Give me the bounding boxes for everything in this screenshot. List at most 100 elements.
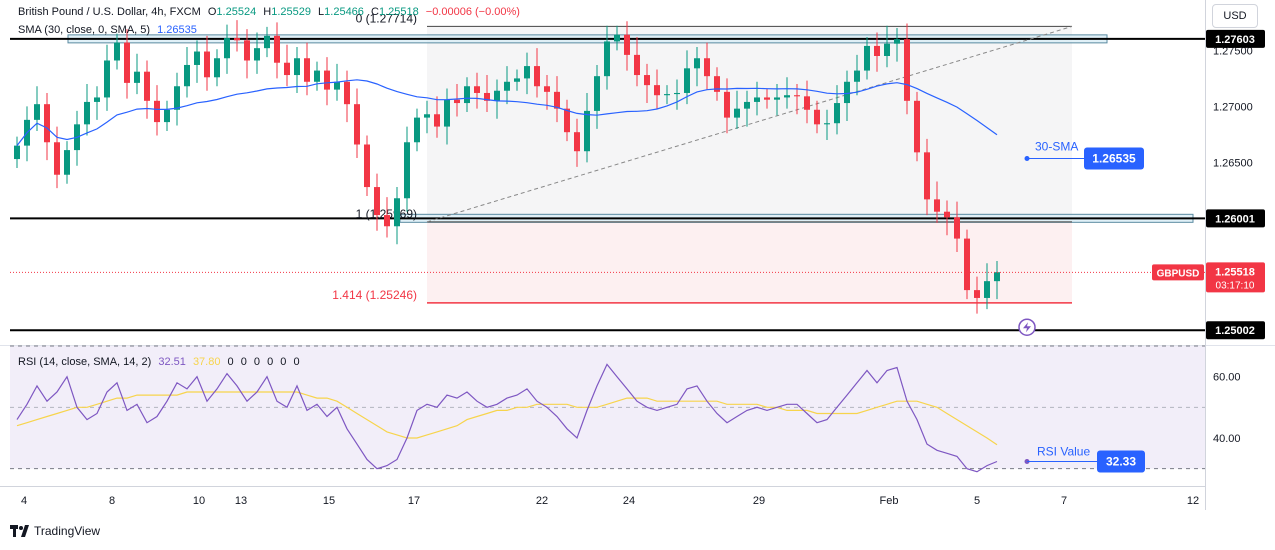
candle-body-53 <box>534 66 540 87</box>
candle-body-40 <box>404 142 410 199</box>
fib-label-3: 1.414 (1.25246) <box>332 288 417 302</box>
price-badge-countdown: 03:17:10 <box>1216 280 1255 291</box>
candle-body-23 <box>234 38 240 41</box>
fib-label-2: 1 (1.25969) <box>356 207 417 221</box>
candle-body-4 <box>44 104 50 143</box>
candle-body-73 <box>734 108 740 118</box>
sma-callout-label: 30-SMA <box>1035 139 1078 153</box>
candle-body-95 <box>954 217 960 239</box>
level-badge-3 <box>1206 321 1265 340</box>
rsi-zero-3: 0 <box>253 356 261 368</box>
time-tick-3: 10 <box>193 495 205 507</box>
candle-body-5 <box>54 142 60 175</box>
candle-body-29 <box>294 58 300 76</box>
rsi-zero-6: 0 <box>293 356 300 368</box>
candle-body-85 <box>854 70 860 82</box>
candle-body-20 <box>204 51 210 78</box>
candle-body-10 <box>104 60 110 98</box>
currency-button[interactable]: USD <box>1212 4 1258 28</box>
level-badge-1 <box>1206 29 1265 48</box>
candle-body-25 <box>254 48 260 61</box>
candle-body-89 <box>894 39 900 44</box>
candle-body-24 <box>244 40 250 61</box>
candle-body-60 <box>604 41 610 77</box>
ohlc-open-value: 1.25524 <box>216 6 257 18</box>
candle-body-45 <box>454 99 460 104</box>
candle-body-38 <box>384 215 390 227</box>
candle-body-99 <box>994 272 1000 282</box>
rsi-tick-1: 60.00 <box>1213 372 1241 384</box>
candle-body-43 <box>434 114 440 127</box>
ohlc-close-value: 1.25518 <box>378 6 419 18</box>
ohlc-low-value: 1.25466 <box>324 6 364 18</box>
candle-body-8 <box>84 101 90 125</box>
candle-body-69 <box>694 58 700 69</box>
sma-callout-badge <box>1084 147 1144 170</box>
time-tick-5: 15 <box>323 495 335 507</box>
sma-value: 1.26535 <box>157 24 197 36</box>
sma-callout-value: 1.26535 <box>1092 151 1136 165</box>
candle-body-77 <box>774 97 780 100</box>
time-tick-6: 17 <box>408 495 420 507</box>
tradingview-icon <box>10 525 29 537</box>
rsi-sma-legend-value: 37.80 <box>192 356 221 368</box>
rsi-legend[interactable]: RSI (14, close, SMA, 14, 2) 32.51 37.80 … <box>18 356 304 368</box>
rsi-zero-4: 0 <box>267 356 274 368</box>
ohlc-low-label: L <box>318 6 325 18</box>
candle-body-1 <box>14 145 20 160</box>
candle-body-74 <box>744 101 750 109</box>
branding-text: TradingView <box>34 524 101 538</box>
candle-body-17 <box>174 86 180 110</box>
candle-body-55 <box>554 91 560 109</box>
price-badge-value: 1.25518 <box>1215 266 1255 278</box>
candle-body-68 <box>684 68 690 93</box>
candle-body-11 <box>114 42 120 61</box>
candle-body-19 <box>194 51 200 65</box>
ohlc-open-label: O <box>207 6 217 18</box>
price-tick-2: 1.27000 <box>1213 101 1253 113</box>
ohlc-change: −0.00006 (−0.00%) <box>425 6 520 18</box>
sma-legend[interactable]: SMA (30, close, 0, SMA, 5) 1.26535 <box>18 24 201 36</box>
tradingview-logo[interactable]: TradingView <box>10 524 100 538</box>
time-tick-4: 13 <box>235 495 247 507</box>
candle-body-81 <box>814 109 820 125</box>
candle-body-93 <box>934 199 940 212</box>
candle-body-42 <box>424 114 430 118</box>
level-badge-2 <box>1206 209 1265 228</box>
candle-body-76 <box>764 97 770 100</box>
candle-body-71 <box>714 76 720 92</box>
candle-body-21 <box>214 58 220 78</box>
candle-body-80 <box>804 96 810 110</box>
candle-body-44 <box>444 99 450 127</box>
time-tick-8: 24 <box>623 495 635 507</box>
symbol-badge-text: GBPUSD <box>1157 268 1200 279</box>
candle-body-15 <box>154 100 160 123</box>
rsi-sma-line <box>16 391 998 446</box>
candle-body-57 <box>574 132 580 152</box>
candle-body-56 <box>564 108 570 133</box>
candle-body-18 <box>184 64 190 87</box>
candle-body-50 <box>504 81 510 91</box>
candle-body-90 <box>904 39 910 101</box>
candle-body-34 <box>344 81 350 105</box>
candle-body-9 <box>94 97 100 102</box>
candle-body-97 <box>974 290 980 298</box>
price-badge <box>1206 262 1265 293</box>
sma-line <box>16 79 998 146</box>
candle-body-86 <box>864 45 870 71</box>
candle-body-48 <box>484 92 490 101</box>
rsi-callout-label: RSI Value <box>1037 445 1090 459</box>
rsi-tick-2: 40.00 <box>1213 433 1241 445</box>
time-tick-7: 22 <box>536 495 548 507</box>
candle-body-14 <box>144 71 150 101</box>
level-badge-text-1: 1.27603 <box>1215 34 1255 46</box>
candle-body-26 <box>264 35 270 49</box>
ohlc-high-label: H <box>263 6 272 18</box>
fib-label-1: 0 (1.27714) <box>356 11 417 25</box>
ohlc-close-label: C <box>370 6 379 18</box>
candle-body-33 <box>334 81 340 90</box>
candle-body-87 <box>874 45 880 57</box>
candle-body-84 <box>844 81 850 104</box>
time-tick-2: 8 <box>109 495 115 507</box>
